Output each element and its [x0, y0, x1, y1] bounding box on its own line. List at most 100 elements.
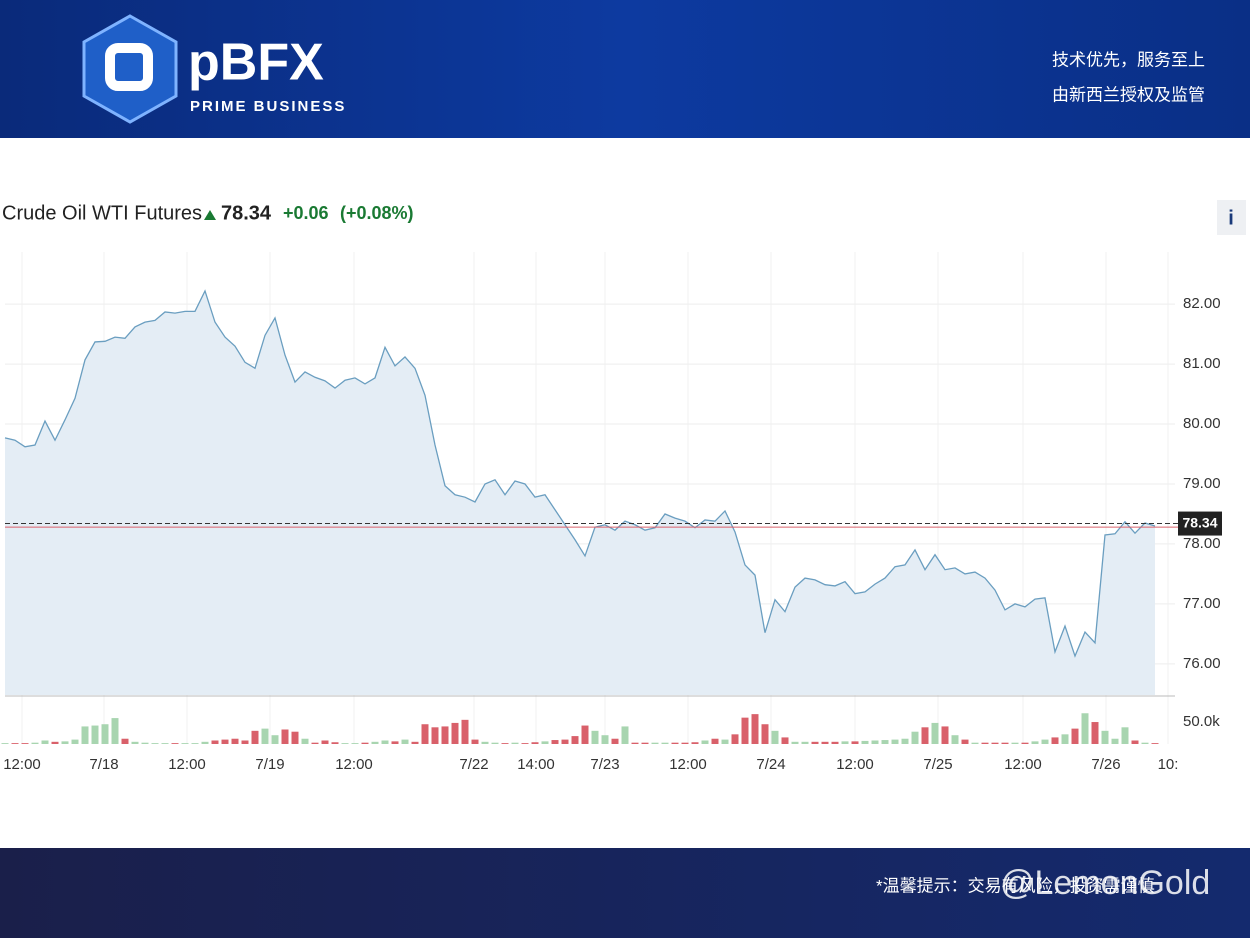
volume-bar	[911, 731, 919, 744]
info-button[interactable]	[1217, 200, 1246, 235]
volume-bar	[1151, 743, 1159, 744]
volume-bar	[581, 725, 589, 744]
y-tick-label: 81.00	[1183, 355, 1221, 372]
volume-bar	[441, 726, 449, 744]
volume-bar	[571, 736, 579, 744]
volume-bar	[771, 730, 779, 744]
price-tag-label: 78.34	[1182, 514, 1217, 530]
volume-bar	[651, 742, 659, 744]
logo-mark	[105, 43, 153, 91]
x-tick-label: 14:00	[517, 756, 555, 773]
volume-bar	[991, 742, 999, 744]
volume-bar	[551, 740, 559, 744]
footer-graphics: *温馨提示：交易有风险，投资需谨慎 @LemonGold	[876, 864, 1210, 902]
volume-bar	[251, 730, 259, 744]
volume-bar	[341, 743, 349, 744]
info-icon[interactable]: i	[1228, 207, 1234, 229]
volume-bar	[801, 741, 809, 744]
last-price: 78.34	[221, 202, 272, 224]
volume-bar	[21, 743, 29, 744]
volume-bar	[51, 741, 59, 744]
volume-bar	[481, 741, 489, 744]
footer: *温馨提示：交易有风险，投资需谨慎 @LemonGold	[0, 848, 1250, 938]
volume-bar	[1021, 742, 1029, 744]
volume-bar	[931, 722, 939, 744]
volume-bar	[131, 741, 139, 744]
volume-bar	[921, 727, 929, 744]
volume-bar	[1051, 737, 1059, 744]
volume-bar	[1041, 739, 1049, 744]
y-tick-label: 78.00	[1183, 535, 1221, 552]
volume-bar	[501, 743, 509, 744]
volume-bar	[1131, 740, 1139, 744]
volume-bar	[461, 719, 469, 744]
volume-bar	[861, 740, 869, 744]
volume-bar	[331, 742, 339, 744]
volume-bar	[271, 735, 279, 744]
volume-bar	[521, 743, 529, 744]
volume-bar	[1091, 722, 1099, 744]
volume-bar	[371, 741, 379, 744]
y-tick-label: 80.00	[1183, 415, 1221, 432]
volume-bar	[1141, 742, 1149, 744]
volume-bar	[101, 724, 109, 744]
volume-bar	[241, 740, 249, 744]
volume-bar	[491, 742, 499, 744]
volume-tick-label: 50.0k	[1183, 713, 1220, 730]
volume-bar	[31, 742, 39, 744]
x-tick-label: 7/22	[459, 756, 488, 773]
x-tick-label: 12:00	[168, 756, 206, 773]
volume-bar	[401, 739, 409, 744]
volume-bar	[1121, 727, 1129, 744]
volume-bar	[631, 742, 639, 744]
tagline: PRIME BUSINESS	[190, 98, 346, 115]
volume-bar	[1011, 742, 1019, 744]
price-line	[4, 289, 1156, 658]
volume-bar	[961, 739, 969, 744]
volume-bar	[1111, 738, 1119, 744]
volume-bar	[121, 738, 129, 744]
volume-bar	[281, 729, 289, 744]
volume-bar	[661, 742, 669, 744]
header: pBFX PRIME BUSINESS 技术优先，服务至上 由新西兰授权及监管	[0, 0, 1250, 138]
volume-bar	[541, 741, 549, 744]
volume-bar	[941, 726, 949, 744]
volume-bar	[321, 740, 329, 744]
volume-bar	[1101, 730, 1109, 744]
volume-bar	[41, 740, 49, 744]
y-tick-label: 76.00	[1183, 655, 1221, 672]
volume-bar	[151, 743, 159, 744]
volume-bar	[591, 730, 599, 744]
x-tick-label: 7/18	[89, 756, 118, 773]
volume-bar	[91, 725, 99, 744]
price-tag	[1178, 511, 1222, 536]
change-pct: (+0.08%)	[340, 203, 414, 223]
volume-bar	[81, 726, 89, 744]
volume-bar	[751, 714, 759, 744]
volume-bar	[1001, 742, 1009, 744]
volume-bar	[1061, 734, 1069, 744]
volume-bar	[471, 739, 479, 744]
volume-bar	[391, 741, 399, 744]
x-tick-label: 7/24	[756, 756, 785, 773]
volume-bar	[171, 743, 179, 744]
volume-bar	[451, 722, 459, 744]
volume-bar	[701, 740, 709, 744]
x-tick-label: 7/23	[590, 756, 619, 773]
volume-bar	[951, 735, 959, 744]
brand: pBFX	[188, 34, 324, 92]
y-tick-label: 77.00	[1183, 595, 1221, 612]
x-tick-label: 12:00	[669, 756, 707, 773]
watermark: @LemonGold	[1000, 864, 1210, 902]
x-tick-label: 7/25	[923, 756, 952, 773]
volume-bar	[421, 724, 429, 744]
volume-bar	[681, 742, 689, 744]
volume-bar	[181, 743, 189, 744]
volume-bar	[191, 743, 199, 744]
volume-bar	[231, 738, 239, 744]
logo-hexagon	[82, 14, 178, 124]
volume-bar	[381, 740, 389, 744]
volume-bar	[11, 743, 19, 744]
volume-bar	[611, 738, 619, 744]
volume-bar	[841, 741, 849, 744]
